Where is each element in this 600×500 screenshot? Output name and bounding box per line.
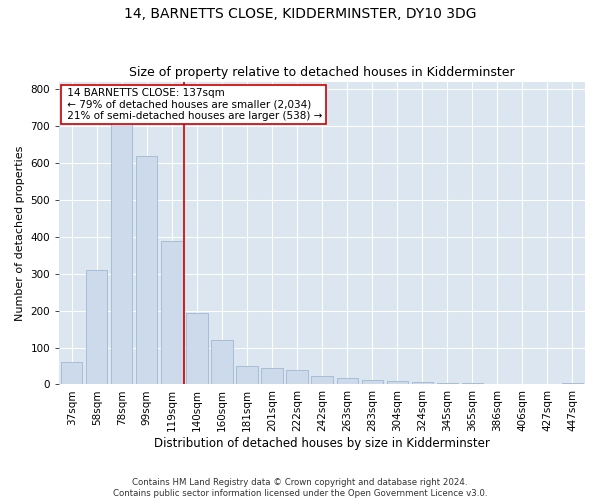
Y-axis label: Number of detached properties: Number of detached properties bbox=[15, 146, 25, 321]
Bar bbox=[337, 378, 358, 384]
Bar bbox=[186, 312, 208, 384]
Bar bbox=[362, 380, 383, 384]
Title: Size of property relative to detached houses in Kidderminster: Size of property relative to detached ho… bbox=[129, 66, 515, 80]
Bar bbox=[236, 366, 257, 384]
Bar bbox=[286, 370, 308, 384]
Bar bbox=[311, 376, 333, 384]
Bar bbox=[412, 382, 433, 384]
Bar bbox=[211, 340, 233, 384]
Bar bbox=[86, 270, 107, 384]
Bar bbox=[461, 382, 483, 384]
Text: 14 BARNETTS CLOSE: 137sqm
 ← 79% of detached houses are smaller (2,034)
 21% of : 14 BARNETTS CLOSE: 137sqm ← 79% of detac… bbox=[64, 88, 323, 122]
Bar bbox=[386, 381, 408, 384]
Bar bbox=[61, 362, 82, 384]
Text: 14, BARNETTS CLOSE, KIDDERMINSTER, DY10 3DG: 14, BARNETTS CLOSE, KIDDERMINSTER, DY10 … bbox=[124, 8, 476, 22]
Bar bbox=[161, 240, 182, 384]
Bar bbox=[562, 382, 583, 384]
Text: Contains HM Land Registry data © Crown copyright and database right 2024.
Contai: Contains HM Land Registry data © Crown c… bbox=[113, 478, 487, 498]
Bar bbox=[136, 156, 157, 384]
Bar bbox=[111, 119, 133, 384]
Bar bbox=[262, 368, 283, 384]
X-axis label: Distribution of detached houses by size in Kidderminster: Distribution of detached houses by size … bbox=[154, 437, 490, 450]
